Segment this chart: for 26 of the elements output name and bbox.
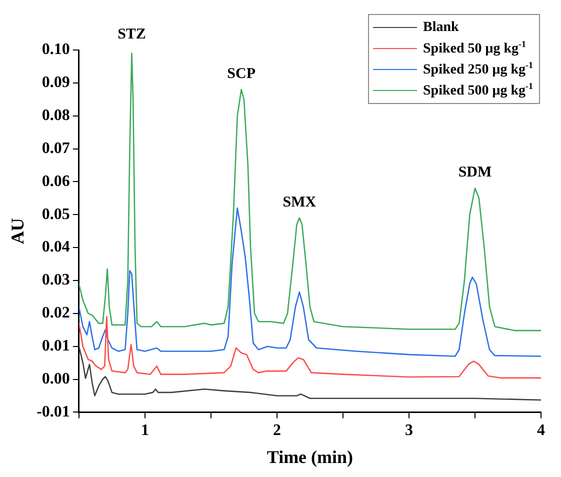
annotation: SMX: [282, 194, 316, 210]
y-axis-title: AU: [7, 218, 28, 244]
x-tick-label: 3: [404, 422, 413, 439]
legend-label: Blank: [423, 20, 459, 36]
y-tick-label: 0.09: [42, 74, 70, 92]
legend-label: Spiked 50 μg kg$^{-1}$: [423, 39, 526, 58]
annotation: STZ: [118, 26, 146, 42]
x-tick-label: 4: [537, 422, 545, 439]
legend-label: Spiked 500 μg kg$^{-1}$: [423, 81, 533, 100]
y-tick-label: -0.01: [36, 403, 70, 420]
x-tick-label: 2: [272, 422, 281, 439]
y-tick-label: 0.03: [42, 272, 70, 289]
annotation: SDM: [458, 164, 492, 181]
annotation: SCP: [227, 66, 256, 82]
y-tick-label: 0.08: [42, 106, 70, 124]
y-tick-label: 0.00: [42, 370, 70, 388]
x-tick-label: 1: [140, 422, 149, 439]
y-tick-label: 0.10: [42, 41, 70, 58]
y-tick-label: 0.01: [42, 337, 70, 354]
y-tick-label: 0.04: [42, 238, 70, 256]
y-tick-label: 0.07: [42, 140, 70, 157]
y-tick-label: 0.06: [42, 172, 70, 190]
x-axis-title: Time (min): [266, 446, 354, 467]
y-tick-label: 0.05: [42, 206, 70, 223]
legend-label: Spiked 250 μg kg$^{-1}$: [423, 60, 533, 79]
y-tick-label: 0.02: [42, 304, 70, 322]
